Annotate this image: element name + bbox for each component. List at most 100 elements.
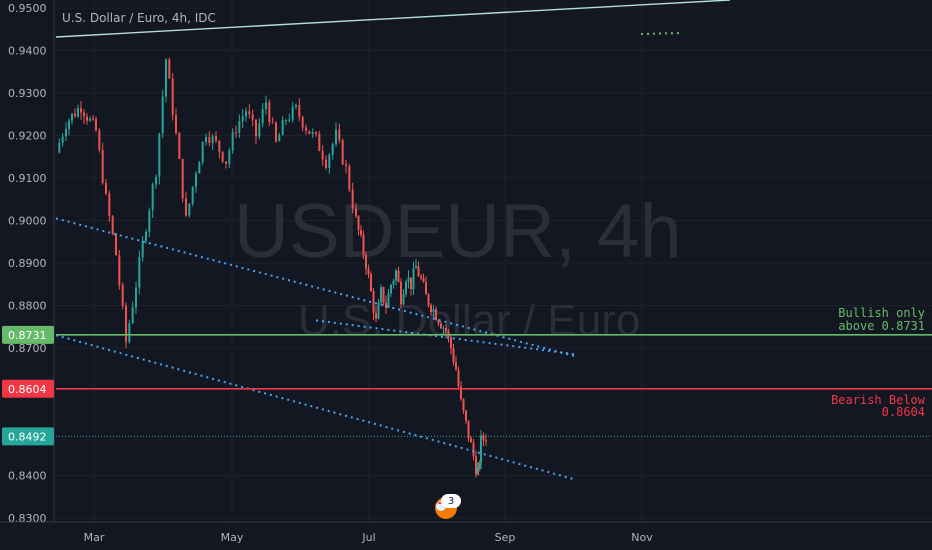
price-tick-label: 0.9400 (8, 45, 47, 58)
candle-body (238, 121, 241, 133)
candle-body (440, 323, 442, 329)
candle-body (83, 112, 85, 117)
candle-body (74, 113, 76, 117)
candle-body (382, 286, 385, 303)
chart-title: U.S. Dollar / Euro, 4h, IDC (62, 11, 216, 25)
middle-trendline[interactable] (315, 319, 577, 356)
candle-body (390, 284, 392, 294)
candle-body (258, 123, 261, 137)
candle-body (485, 440, 487, 442)
candle-body (365, 254, 367, 269)
candle-body (351, 189, 354, 209)
candle-body (452, 348, 455, 363)
bullish-note-line-1: Bullish only (838, 306, 925, 320)
price-tick-label: 0.8700 (8, 342, 47, 355)
candle-body (385, 302, 387, 308)
candle-body (141, 240, 144, 258)
candle-body (271, 122, 274, 124)
time-axis-labels: Mar May Jul Sep Nov (84, 531, 654, 544)
candle-body (410, 277, 412, 290)
candle-body (402, 293, 405, 305)
candle-body (372, 291, 375, 313)
candle-body (148, 210, 151, 232)
candles (58, 57, 487, 478)
candle-body (125, 305, 127, 342)
candle-body (231, 132, 234, 151)
candle-body (245, 111, 247, 117)
candle-body (98, 130, 101, 150)
candle-body (151, 184, 154, 211)
candle-body (77, 108, 79, 117)
bearish-level-badge (2, 379, 54, 398)
candle-body (321, 150, 324, 160)
price-axis[interactable] (0, 0, 55, 550)
candle-body (445, 328, 447, 332)
candle-body (432, 309, 435, 313)
candle-body (281, 120, 284, 136)
candle-body (71, 113, 73, 121)
time-axis[interactable] (0, 521, 932, 550)
candle-body (101, 149, 104, 183)
candle-body (437, 320, 440, 324)
candle-body (201, 142, 204, 163)
candle-body (335, 129, 337, 145)
candle-body (308, 130, 311, 134)
candle-body (455, 362, 457, 370)
candle-body (477, 468, 480, 470)
candle-body (476, 468, 479, 475)
price-axis-labels: 0.9500 0.9400 0.9300 0.9200 0.9100 0.9000 0.89… (8, 2, 47, 525)
candle-body (375, 312, 377, 319)
candle-body (435, 309, 437, 321)
candle-body (58, 142, 61, 153)
time-tick-label: Nov (631, 531, 653, 544)
candle-body (255, 119, 257, 137)
candle-body (185, 198, 187, 216)
candle-body (420, 276, 422, 279)
candle-body (362, 234, 365, 255)
bullish-level-badge-label: 0.8731 (8, 329, 47, 342)
candle-body (380, 286, 382, 303)
candle-body (482, 435, 485, 441)
events-badge[interactable]: 3 (435, 494, 461, 519)
events-count: 3 (448, 496, 454, 507)
candle-body (427, 294, 430, 306)
candle-body (181, 158, 184, 199)
candle-body (475, 456, 477, 475)
candle-body (195, 173, 197, 187)
candle-body (377, 302, 380, 319)
candle-body (198, 162, 201, 174)
candle-body (138, 257, 141, 288)
candle-body (328, 154, 331, 169)
candle-body (68, 120, 70, 130)
candle-body (395, 270, 397, 281)
candle-body (241, 116, 244, 122)
candle-body (191, 186, 194, 204)
candle-body (268, 102, 271, 123)
candle-body (442, 328, 445, 330)
candle-body (205, 137, 207, 143)
candle-body (168, 59, 171, 79)
top-trend-line[interactable] (55, 0, 731, 38)
candle-body (108, 193, 111, 217)
price-tick-label: 0.8400 (8, 470, 47, 483)
candle-body (465, 410, 467, 421)
candle-body (111, 216, 114, 234)
candle-body (95, 118, 97, 131)
candle-body (298, 105, 301, 117)
candle-body (115, 233, 117, 256)
candle-body (397, 270, 400, 282)
candle-body (61, 136, 64, 143)
candle-body (311, 131, 314, 134)
time-tick-label: Mar (84, 531, 105, 544)
candle-body (65, 129, 67, 137)
drawings[interactable] (55, 217, 932, 481)
candle-body (357, 216, 360, 230)
lower-trendline[interactable] (55, 334, 577, 481)
current-price-level-badge-label: 0.8492 (8, 430, 47, 443)
candle-body (415, 266, 417, 269)
candle-body (331, 144, 334, 155)
candle-body (407, 277, 410, 282)
candle-body (305, 127, 307, 131)
small-dotted-segment[interactable] (640, 32, 683, 35)
